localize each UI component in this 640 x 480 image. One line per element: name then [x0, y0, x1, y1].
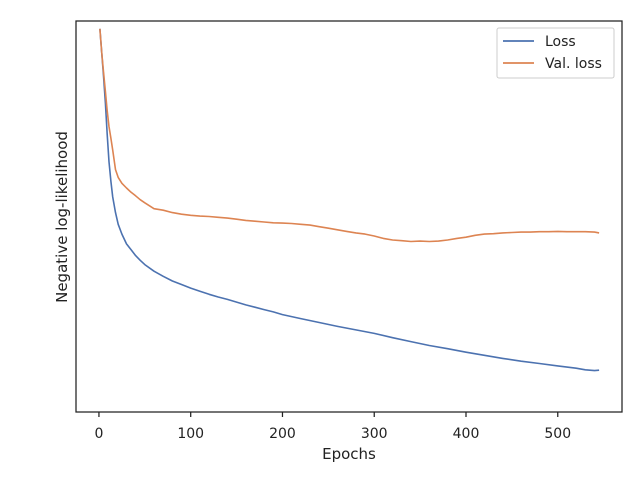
- x-tick-label: 500: [544, 426, 571, 442]
- x-tick-label: 300: [361, 426, 388, 442]
- x-tick-label: 200: [269, 426, 296, 442]
- x-axis-title: Epochs: [322, 445, 376, 463]
- legend-label-loss: Loss: [545, 34, 576, 50]
- x-tick-label: 100: [177, 426, 204, 442]
- series-layer: [99, 28, 600, 372]
- plot-frame: [75, 20, 623, 413]
- legend: Loss Val. loss: [496, 27, 615, 79]
- legend-label-val-loss: Val. loss: [545, 56, 602, 72]
- series-line-val-loss: [99, 28, 600, 243]
- series-line-loss: [99, 28, 600, 372]
- x-tick-label: 400: [453, 426, 480, 442]
- y-axis-title: Negative log-likelihood: [53, 131, 71, 303]
- x-axis-ticks: 0 100 200 300 400 500: [94, 412, 571, 442]
- x-tick-label: 0: [94, 426, 103, 442]
